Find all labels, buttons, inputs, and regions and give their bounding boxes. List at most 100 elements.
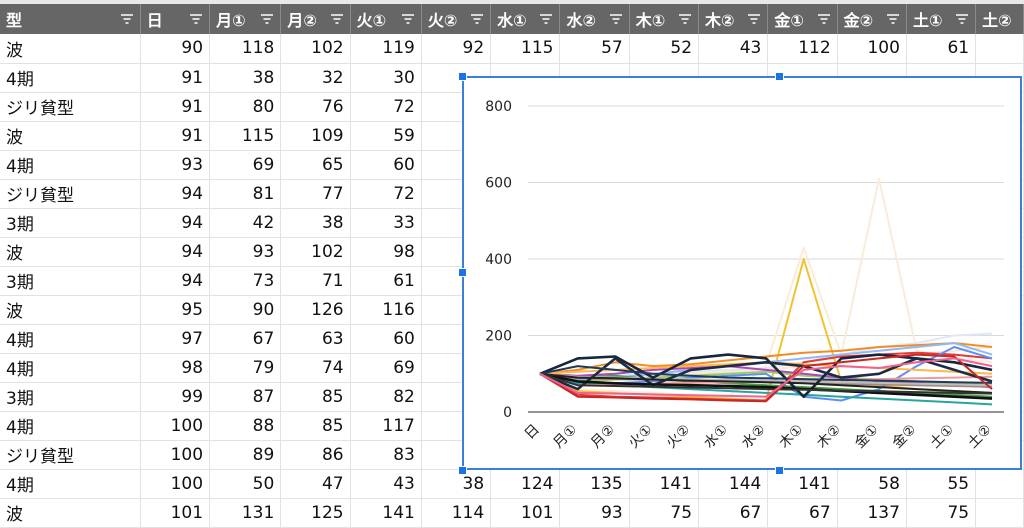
table-cell[interactable]: 131 bbox=[209, 498, 282, 528]
table-cell[interactable]: 125 bbox=[280, 498, 351, 528]
table-cell[interactable]: 72 bbox=[350, 179, 422, 209]
table-cell[interactable]: 67 bbox=[698, 498, 769, 528]
table-cell[interactable]: 4期 bbox=[0, 324, 141, 354]
table-cell[interactable]: 100 bbox=[140, 411, 211, 441]
table-cell[interactable]: 86 bbox=[280, 440, 351, 470]
column-header[interactable]: 型 bbox=[0, 4, 141, 34]
resize-handle-top-left[interactable] bbox=[458, 72, 467, 81]
filter-icon[interactable] bbox=[886, 13, 900, 25]
table-cell[interactable]: 4期 bbox=[0, 411, 141, 441]
table-cell[interactable]: 144 bbox=[698, 469, 769, 499]
table-cell[interactable]: 波 bbox=[0, 295, 141, 325]
filter-icon[interactable] bbox=[120, 13, 134, 25]
table-cell[interactable]: 43 bbox=[350, 469, 422, 499]
table-cell[interactable]: 38 bbox=[209, 63, 282, 93]
resize-handle-bottom-middle[interactable] bbox=[775, 466, 784, 475]
table-cell[interactable]: 3期 bbox=[0, 266, 141, 296]
table-cell[interactable]: 124 bbox=[490, 469, 561, 499]
table-cell[interactable]: 3期 bbox=[0, 208, 141, 238]
column-header[interactable]: 火① bbox=[350, 4, 422, 34]
column-header[interactable]: 水② bbox=[559, 4, 630, 34]
table-cell[interactable]: 116 bbox=[350, 295, 422, 325]
filter-icon[interactable] bbox=[747, 13, 761, 25]
table-cell[interactable]: 141 bbox=[350, 498, 422, 528]
table-cell[interactable]: 69 bbox=[350, 353, 422, 383]
column-header[interactable]: 土① bbox=[906, 4, 977, 34]
table-cell[interactable]: 91 bbox=[140, 92, 211, 122]
table-cell[interactable]: 71 bbox=[280, 266, 351, 296]
table-cell[interactable]: 117 bbox=[350, 411, 422, 441]
resize-handle-bottom-left[interactable] bbox=[458, 466, 467, 475]
table-cell[interactable]: 4期 bbox=[0, 150, 141, 180]
line-chart[interactable]: 0 200 400 600 800 日月① 月② 火① 火② 水① 水② 木① 木② 金① 金② 土① 土② bbox=[462, 76, 1022, 470]
table-cell[interactable]: 87 bbox=[209, 382, 282, 412]
table-cell[interactable]: 42 bbox=[209, 208, 282, 238]
table-cell[interactable]: 76 bbox=[280, 92, 351, 122]
table-cell[interactable]: 93 bbox=[209, 237, 282, 267]
table-cell[interactable]: 109 bbox=[280, 121, 351, 151]
table-cell[interactable]: 135 bbox=[559, 469, 630, 499]
table-cell[interactable]: 100 bbox=[140, 440, 211, 470]
table-cell[interactable]: 4期 bbox=[0, 63, 141, 93]
table-cell[interactable] bbox=[975, 469, 1024, 499]
table-cell[interactable]: 69 bbox=[209, 150, 282, 180]
table-cell[interactable]: 95 bbox=[140, 295, 211, 325]
filter-icon[interactable] bbox=[817, 13, 831, 25]
filter-icon[interactable] bbox=[678, 13, 692, 25]
table-cell[interactable]: 61 bbox=[350, 266, 422, 296]
table-cell[interactable]: 91 bbox=[140, 63, 211, 93]
table-cell[interactable]: 67 bbox=[209, 324, 282, 354]
table-cell[interactable]: 75 bbox=[629, 498, 700, 528]
table-cell[interactable]: 94 bbox=[140, 208, 211, 238]
table-cell[interactable]: 4期 bbox=[0, 469, 141, 499]
table-cell[interactable]: ジリ貧型 bbox=[0, 92, 141, 122]
table-cell[interactable]: ジリ貧型 bbox=[0, 440, 141, 470]
table-cell[interactable]: 91 bbox=[140, 121, 211, 151]
table-cell[interactable]: 75 bbox=[906, 498, 977, 528]
table-cell[interactable]: 33 bbox=[350, 208, 422, 238]
column-header[interactable]: 月① bbox=[209, 4, 282, 34]
table-cell[interactable]: 72 bbox=[350, 92, 422, 122]
table-cell[interactable]: 90 bbox=[209, 295, 282, 325]
table-cell[interactable]: 85 bbox=[280, 382, 351, 412]
table-cell[interactable]: 60 bbox=[350, 150, 422, 180]
column-header[interactable]: 木② bbox=[698, 4, 769, 34]
table-cell[interactable]: 85 bbox=[280, 411, 351, 441]
column-header[interactable]: 水① bbox=[490, 4, 561, 34]
table-cell[interactable]: 63 bbox=[280, 324, 351, 354]
table-cell[interactable]: 118 bbox=[209, 34, 282, 64]
column-header[interactable]: 土② bbox=[975, 4, 1024, 34]
filter-icon[interactable] bbox=[330, 13, 344, 25]
filter-icon[interactable] bbox=[401, 13, 415, 25]
table-cell[interactable]: 82 bbox=[350, 382, 422, 412]
table-cell[interactable]: 60 bbox=[350, 324, 422, 354]
table-cell[interactable]: 80 bbox=[209, 92, 282, 122]
column-header[interactable]: 木① bbox=[629, 4, 700, 34]
table-cell[interactable]: 30 bbox=[350, 63, 422, 93]
table-cell[interactable]: 115 bbox=[490, 34, 561, 64]
table-cell[interactable]: 61 bbox=[906, 34, 977, 64]
table-cell[interactable]: 88 bbox=[209, 411, 282, 441]
table-cell[interactable]: 89 bbox=[209, 440, 282, 470]
table-cell[interactable]: 126 bbox=[280, 295, 351, 325]
table-cell[interactable]: 97 bbox=[140, 324, 211, 354]
table-cell[interactable]: 94 bbox=[140, 179, 211, 209]
table-cell[interactable]: 98 bbox=[140, 353, 211, 383]
column-header[interactable]: 日 bbox=[140, 4, 211, 34]
table-cell[interactable]: ジリ貧型 bbox=[0, 179, 141, 209]
table-cell[interactable]: 98 bbox=[350, 237, 422, 267]
table-cell[interactable]: 141 bbox=[629, 469, 700, 499]
table-cell[interactable]: 32 bbox=[280, 63, 351, 93]
filter-icon[interactable] bbox=[189, 13, 203, 25]
table-cell[interactable]: 101 bbox=[490, 498, 561, 528]
table-cell[interactable]: 58 bbox=[837, 469, 907, 499]
table-cell[interactable]: 93 bbox=[140, 150, 211, 180]
table-cell[interactable]: 102 bbox=[280, 237, 351, 267]
table-cell[interactable]: 波 bbox=[0, 121, 141, 151]
table-cell[interactable] bbox=[975, 498, 1024, 528]
column-header[interactable]: 月② bbox=[280, 4, 351, 34]
table-cell[interactable]: 81 bbox=[209, 179, 282, 209]
table-cell[interactable]: 90 bbox=[140, 34, 211, 64]
table-cell[interactable]: 141 bbox=[767, 469, 838, 499]
resize-handle-top-middle[interactable] bbox=[775, 72, 784, 81]
